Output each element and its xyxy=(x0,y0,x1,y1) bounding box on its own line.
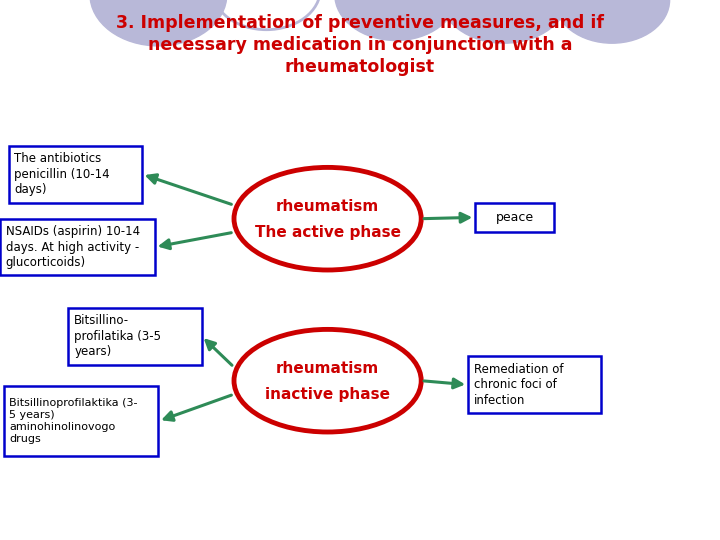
FancyBboxPatch shape xyxy=(4,386,158,456)
FancyBboxPatch shape xyxy=(68,308,202,364)
Text: Remediation of
chronic foci of
infection: Remediation of chronic foci of infection xyxy=(474,363,563,407)
FancyBboxPatch shape xyxy=(468,356,601,413)
Text: The antibiotics
penicillin (10-14
days): The antibiotics penicillin (10-14 days) xyxy=(14,152,110,196)
Text: rheumatism: rheumatism xyxy=(276,199,379,214)
Text: inactive phase: inactive phase xyxy=(265,387,390,402)
Text: Bitsillinoprofilaktika (3-
5 years)
aminohinolinovogo
drugs: Bitsillinoprofilaktika (3- 5 years) amin… xyxy=(9,398,138,444)
FancyBboxPatch shape xyxy=(475,202,554,232)
Circle shape xyxy=(439,0,569,43)
Ellipse shape xyxy=(234,329,421,432)
FancyBboxPatch shape xyxy=(9,146,142,202)
Circle shape xyxy=(90,0,227,46)
Text: rheumatism: rheumatism xyxy=(276,361,379,376)
FancyBboxPatch shape xyxy=(0,219,155,275)
Text: Bitsillino-
profilatika (3-5
years): Bitsillino- profilatika (3-5 years) xyxy=(74,314,161,358)
Circle shape xyxy=(554,0,670,43)
Text: The active phase: The active phase xyxy=(255,225,400,240)
Text: peace: peace xyxy=(496,211,534,224)
Text: 3. Implementation of preventive measures, and if
necessary medication in conjunc: 3. Implementation of preventive measures… xyxy=(116,14,604,76)
Ellipse shape xyxy=(234,167,421,270)
Circle shape xyxy=(335,0,457,40)
Text: NSAIDs (aspirin) 10-14
days. At high activity -
glucorticoids): NSAIDs (aspirin) 10-14 days. At high act… xyxy=(6,225,140,269)
